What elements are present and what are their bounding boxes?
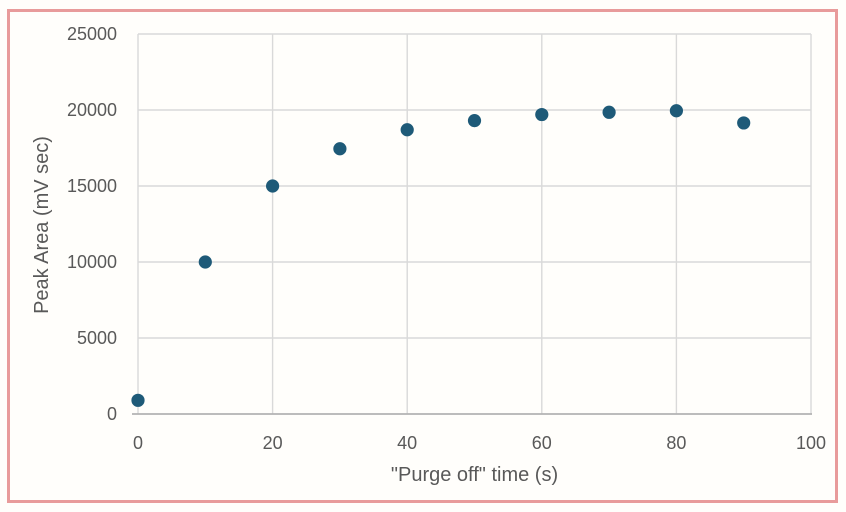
x-tick-label: 20 <box>263 433 283 453</box>
x-axis-title: "Purge off" time (s) <box>390 464 559 486</box>
data-point <box>669 104 684 118</box>
data-point <box>400 123 414 137</box>
data-point <box>333 142 347 156</box>
data-point <box>198 255 212 269</box>
y-tick-label: 25000 <box>67 24 117 44</box>
x-tick-label: 40 <box>397 433 417 453</box>
x-tick-label: 100 <box>796 433 826 453</box>
y-axis-title: Peak Area (mV sec) <box>31 136 53 314</box>
y-tick-label: 5000 <box>77 328 117 348</box>
x-tick-label: 0 <box>133 433 143 453</box>
x-tick-label: 80 <box>666 433 686 453</box>
data-point <box>131 393 145 407</box>
data-point <box>266 179 280 193</box>
y-tick-label: 15000 <box>67 176 117 196</box>
y-tick-label: 10000 <box>67 252 117 272</box>
data-point <box>535 107 549 122</box>
data-point <box>737 116 751 130</box>
y-tick-label: 0 <box>107 404 117 424</box>
data-point <box>467 114 482 128</box>
data-point <box>602 105 616 119</box>
y-tick-label: 20000 <box>67 100 117 120</box>
x-tick-label: 60 <box>532 433 552 453</box>
